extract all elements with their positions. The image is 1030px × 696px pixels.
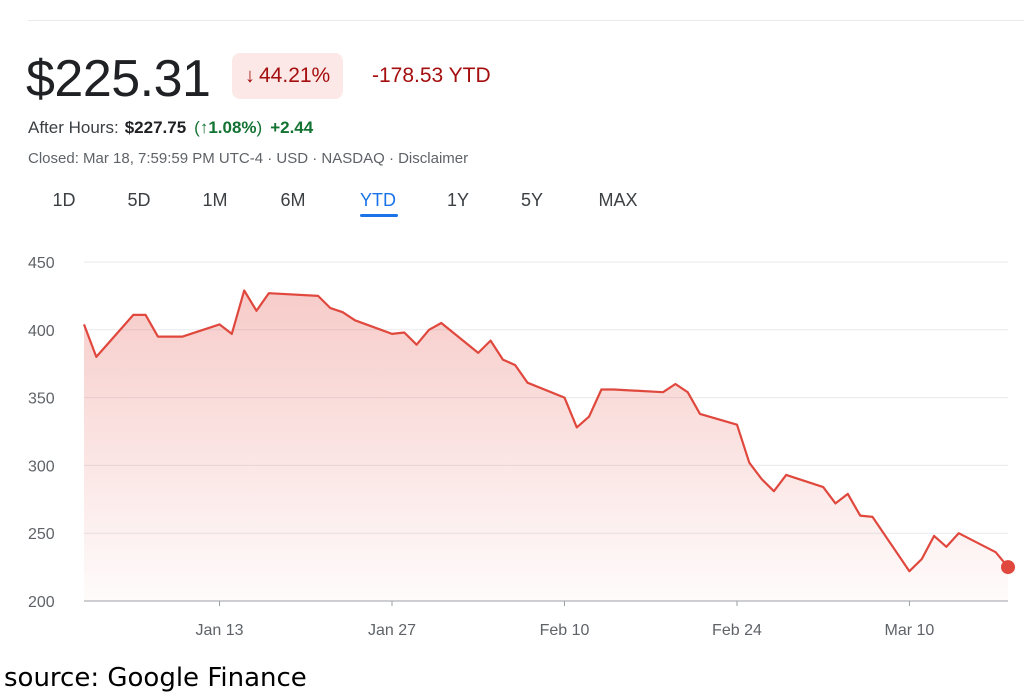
data-point <box>352 317 358 323</box>
data-point <box>833 500 839 506</box>
after-hours-change: +2.44 <box>270 118 314 137</box>
data-point <box>180 334 186 340</box>
x-tick-label: Feb 10 <box>540 622 590 639</box>
data-point <box>956 530 962 536</box>
tab-1y[interactable]: 1Y <box>446 190 470 210</box>
y-tick-label: 450 <box>28 255 55 272</box>
data-point <box>266 290 272 296</box>
data-point <box>253 308 259 314</box>
top-divider <box>28 20 1024 21</box>
data-point <box>869 514 875 520</box>
x-tick-label: Mar 10 <box>885 622 935 639</box>
market-meta: Closed: Mar 18, 7:59:59 PM UTC-4 · USD ·… <box>28 150 469 167</box>
data-point <box>340 309 346 315</box>
data-point <box>611 386 617 392</box>
data-point <box>685 389 691 395</box>
after-hours-label: After Hours: <box>28 118 119 137</box>
data-point <box>759 476 765 482</box>
y-tick-label: 400 <box>28 323 55 340</box>
data-point <box>81 321 87 327</box>
down-arrow-icon: ↓ <box>245 65 255 87</box>
tab-5y[interactable]: 5Y <box>520 190 544 210</box>
price-line <box>82 289 1009 573</box>
tab-1m[interactable]: 1M <box>202 190 228 210</box>
x-axis-ticks: Jan 13 Jan 27 Feb 10 Feb 24 Mar 10 <box>195 601 934 639</box>
tab-5d[interactable]: 5D <box>127 190 151 210</box>
data-point <box>327 305 333 311</box>
y-axis-ticks: 200 250 300 350 400 450 <box>28 255 55 611</box>
y-tick-label: 200 <box>28 594 55 611</box>
data-point <box>906 568 912 574</box>
series-price <box>81 287 1015 601</box>
after-hours-row: After Hours: $227.75 (↑1.08%) +2.44 <box>28 116 313 140</box>
data-point <box>820 484 826 490</box>
data-point <box>155 334 161 340</box>
tab-max[interactable]: MAX <box>598 190 638 210</box>
y-tick-label: 300 <box>28 458 55 475</box>
data-point <box>143 312 149 318</box>
data-point <box>993 549 999 555</box>
data-point <box>697 411 703 417</box>
data-point <box>931 533 937 539</box>
tab-ytd[interactable]: YTD <box>360 190 396 210</box>
data-point <box>660 389 666 395</box>
after-hours-percent: 1.08% <box>208 118 257 137</box>
data-point <box>315 293 321 299</box>
after-hours-close-paren: ) <box>256 118 263 137</box>
data-point <box>229 331 235 337</box>
x-tick-label: Jan 27 <box>368 622 416 639</box>
x-tick-label: Feb 24 <box>712 622 762 639</box>
data-point <box>598 386 604 392</box>
data-point <box>771 488 777 494</box>
data-point <box>130 312 136 318</box>
after-hours-price: $227.75 <box>124 118 187 137</box>
data-point <box>512 362 518 368</box>
price-area-fill <box>84 290 1008 601</box>
data-point <box>426 327 432 333</box>
data-point <box>389 331 395 337</box>
current-price: $225.31 <box>26 50 211 108</box>
range-tabs: 1D 5D 1M 6M YTD 1Y 5Y MAX <box>0 186 700 222</box>
data-point <box>746 460 752 466</box>
data-point <box>734 422 740 428</box>
y-tick-label: 250 <box>28 526 55 543</box>
data-point <box>414 342 420 348</box>
data-point <box>475 350 481 356</box>
data-point <box>919 556 925 562</box>
tab-1d[interactable]: 1D <box>52 190 76 210</box>
up-arrow-icon: ↑ <box>199 118 209 137</box>
after-hours-open-paren: ( <box>194 118 200 137</box>
data-point <box>783 472 789 478</box>
x-tick-label: Jan 13 <box>195 622 243 639</box>
data-point <box>672 381 678 387</box>
data-point <box>561 395 567 401</box>
data-point <box>217 321 223 327</box>
data-point <box>943 544 949 550</box>
data-point <box>488 338 494 344</box>
tab-6m[interactable]: 6M <box>280 190 306 210</box>
price-chart: 200 250 300 350 400 450 Jan 13 Jan 27 Feb 10 Feb… <box>28 255 1015 639</box>
data-point <box>574 424 580 430</box>
source-caption: source: Google Finance <box>4 663 307 693</box>
data-point <box>93 354 99 360</box>
change-badge: ↓ 44.21% <box>232 53 344 99</box>
data-point <box>438 320 444 326</box>
change-ytd: -178.53 YTD <box>372 64 491 87</box>
data-point <box>845 491 851 497</box>
data-point <box>586 414 592 420</box>
data-point <box>401 330 407 336</box>
data-point <box>241 287 247 293</box>
data-point <box>500 357 506 363</box>
data-point <box>525 380 531 386</box>
y-tick-label: 350 <box>28 391 55 408</box>
data-point <box>857 513 863 519</box>
active-tab-indicator <box>360 214 398 217</box>
change-percent: 44.21% <box>259 64 331 87</box>
latest-price-marker <box>1001 560 1015 575</box>
